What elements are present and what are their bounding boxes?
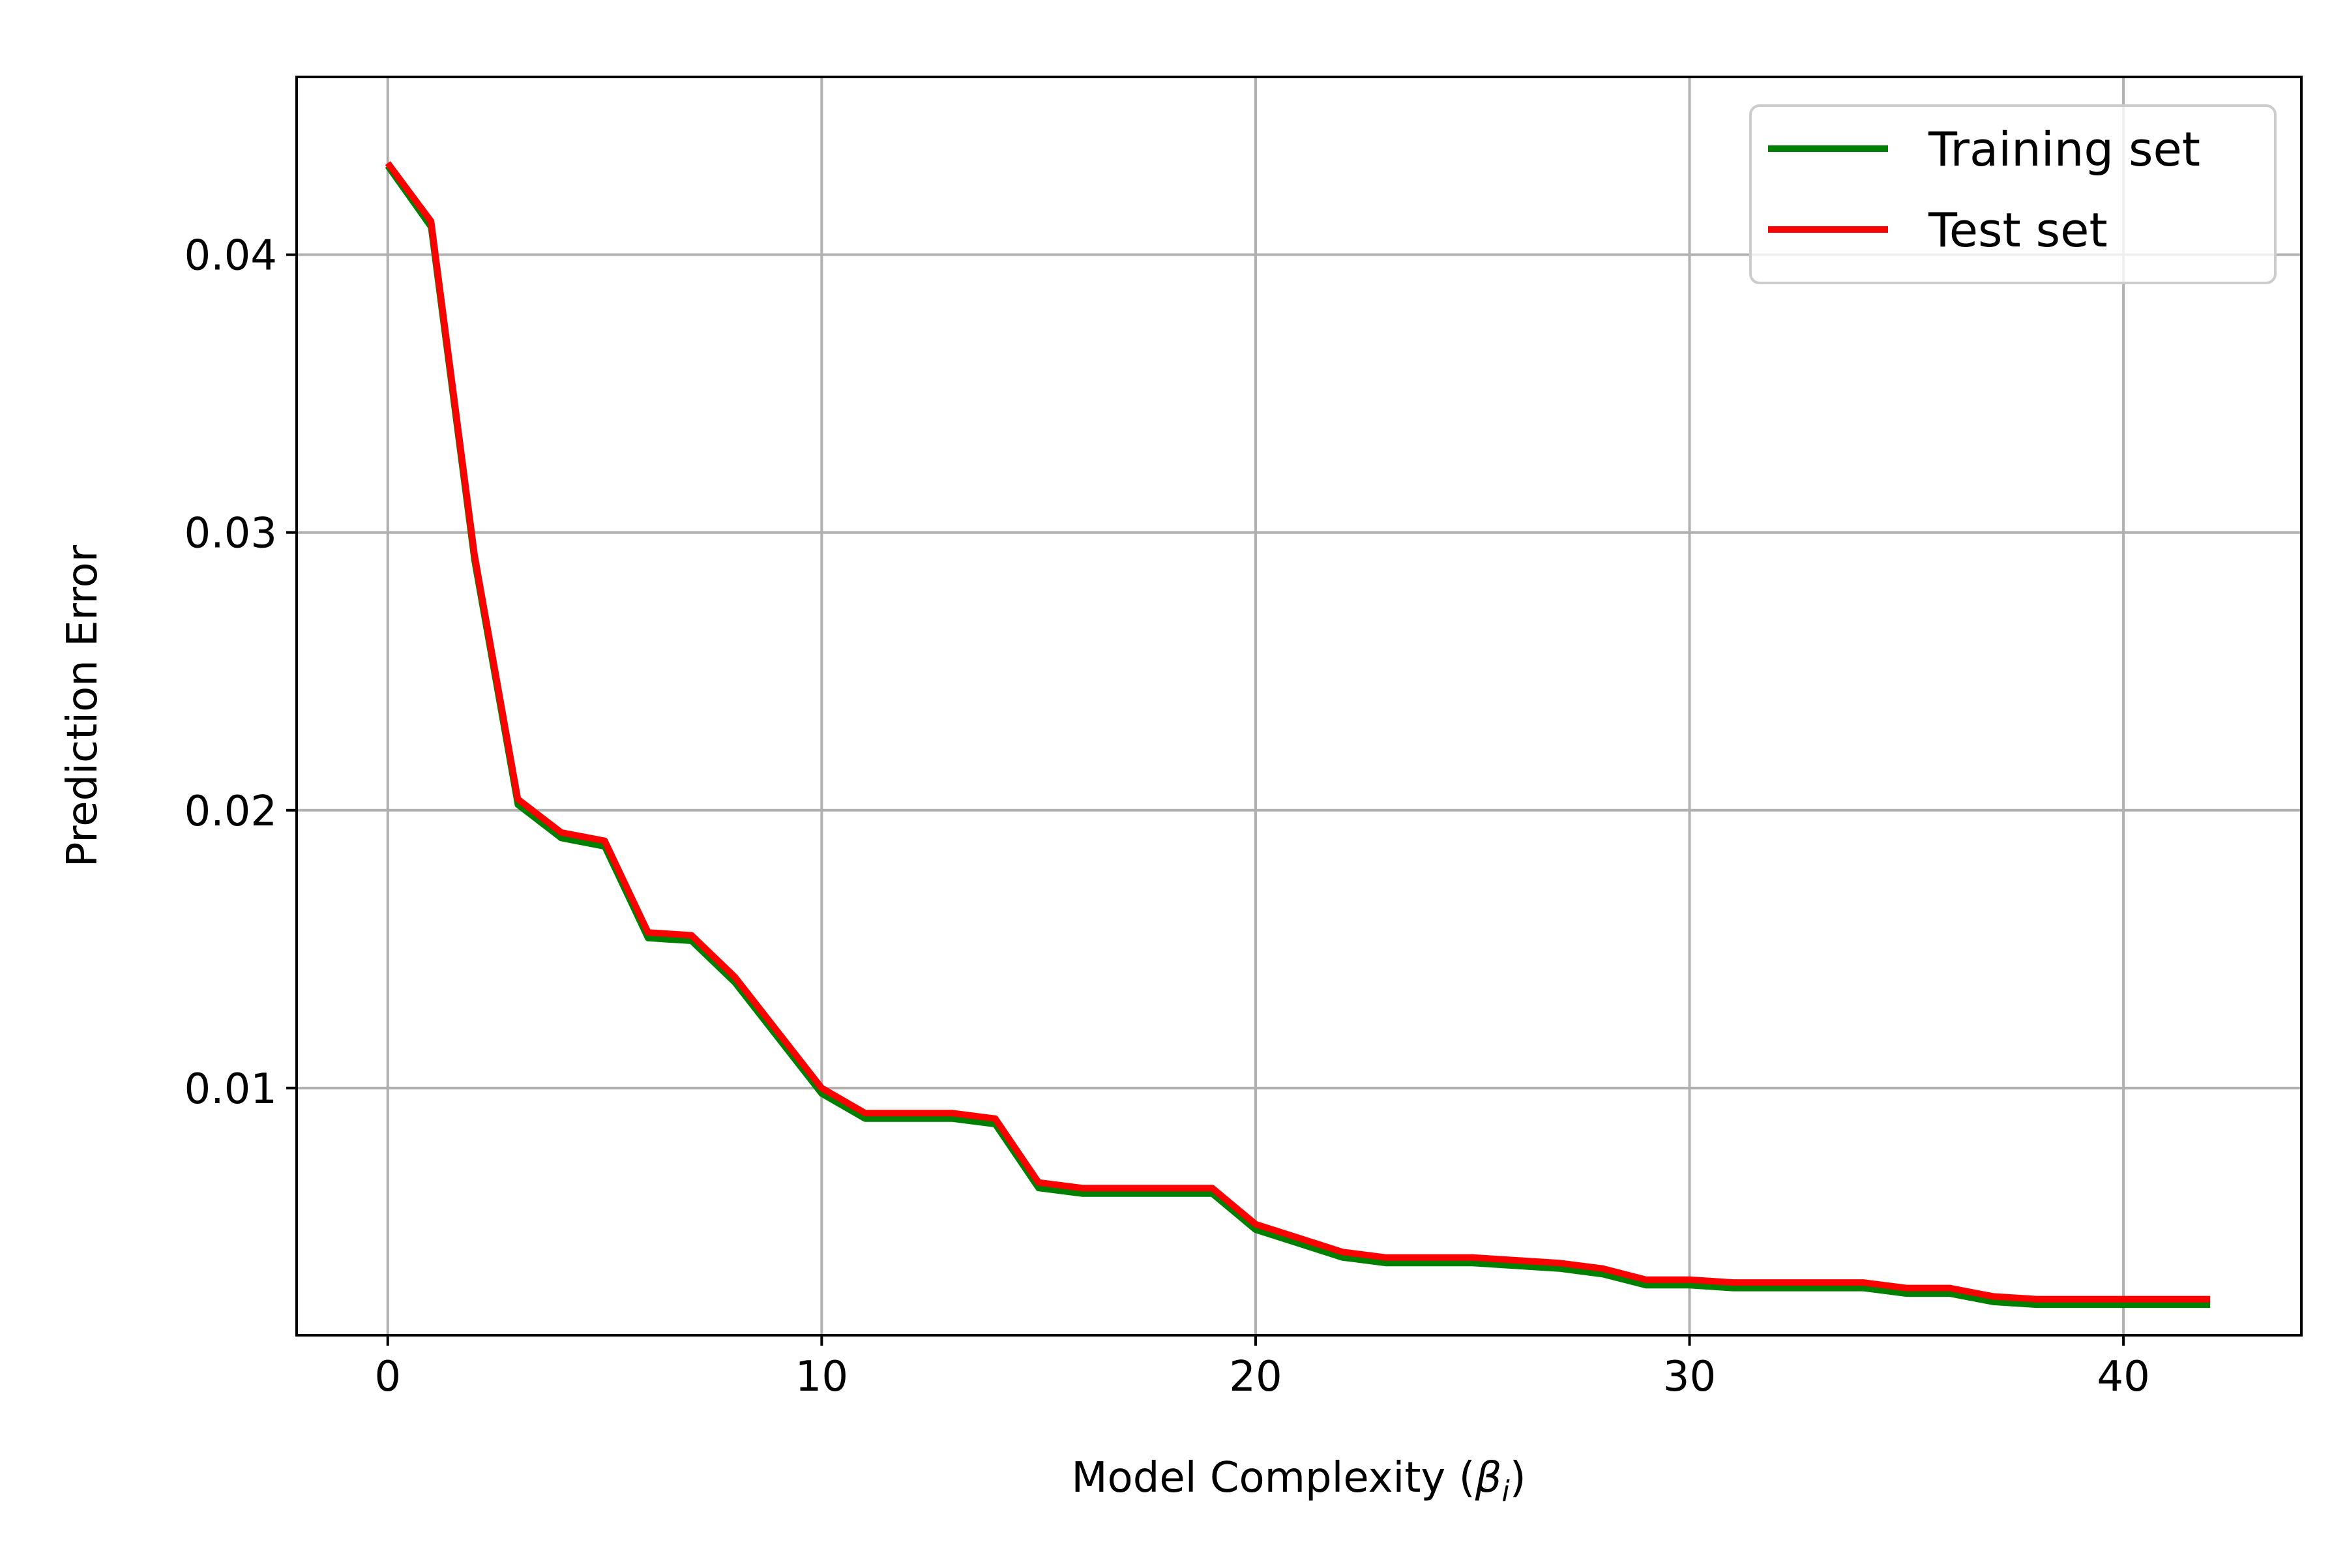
legend-label-test: Test set bbox=[1928, 203, 2108, 258]
series-line-training bbox=[385, 164, 2211, 1309]
y-tick-label: 0.02 bbox=[185, 788, 278, 836]
x-axis-label: Model Complexity (βi) bbox=[1071, 1454, 1526, 1508]
y-tick-label: 0.04 bbox=[185, 232, 278, 280]
x-tick-label: 10 bbox=[795, 1353, 848, 1401]
series-lines bbox=[385, 161, 2211, 1309]
x-tick-label: 20 bbox=[1229, 1353, 1282, 1401]
y-tick-label: 0.03 bbox=[185, 510, 278, 558]
y-tick-label: 0.01 bbox=[185, 1065, 278, 1114]
x-axis-label-suffix: ) bbox=[1510, 1454, 1526, 1502]
x-axis-label-subscript: i bbox=[1501, 1475, 1510, 1508]
x-axis-label-symbol: β bbox=[1475, 1454, 1502, 1502]
x-axis-label-text: Model Complexity ( bbox=[1071, 1454, 1475, 1502]
legend-label-training: Training set bbox=[1928, 122, 2200, 177]
x-tick-label: 40 bbox=[2097, 1353, 2149, 1401]
plot-area bbox=[297, 77, 2301, 1335]
x-tick-label: 0 bbox=[374, 1353, 401, 1401]
axes-frame bbox=[295, 76, 2303, 1337]
x-tick-label: 30 bbox=[1663, 1353, 1716, 1401]
legend: Training set Test set bbox=[1749, 104, 2277, 284]
ticks: 0 10 20 30 40 0.01 0.02 0.03 0.04 bbox=[185, 232, 2150, 1401]
series-line-test bbox=[385, 161, 2211, 1303]
y-axis-label: Prediction Error bbox=[59, 544, 107, 867]
